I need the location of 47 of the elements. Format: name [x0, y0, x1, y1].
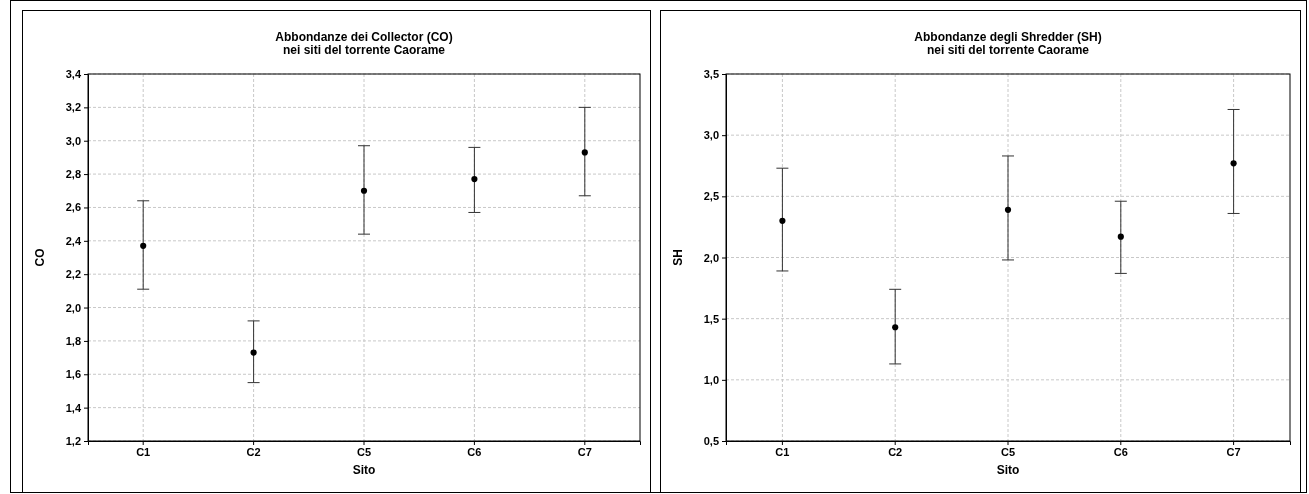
y-tick-label: 1,8 [65, 334, 81, 347]
x-tick-label: C5 [356, 445, 372, 458]
chart-subtitle: nei siti del torrente Caorame [282, 43, 446, 57]
point [250, 349, 257, 356]
chart-subtitle: nei siti del torrente Caorame [926, 43, 1090, 57]
y-tick-label: 2,8 [65, 168, 81, 181]
chart-title: Abbondanze degli Shredder (SH) [914, 30, 1102, 44]
x-tick-label: C1 [775, 445, 790, 458]
y-tick-label: 3,2 [65, 101, 81, 114]
y-tick-label: 3,0 [65, 134, 81, 147]
y-tick-label: 3,5 [703, 68, 719, 81]
x-tick-label: C6 [1113, 445, 1128, 458]
x-tick-label: C2 [246, 445, 261, 458]
y-tick-label: 1,2 [65, 435, 81, 448]
y-tick-label: 2,0 [703, 251, 719, 264]
chart-title: Abbondanze dei Collector (CO) [275, 30, 453, 44]
point [779, 217, 786, 224]
y-tick-label: 2,4 [65, 234, 82, 247]
y-tick-label: 2,0 [65, 301, 81, 314]
x-tick-label: C2 [888, 445, 903, 458]
y-tick-label: 1,4 [65, 401, 82, 414]
x-tick-label: C5 [1000, 445, 1016, 458]
y-tick-label: 3,0 [703, 129, 719, 142]
point [581, 149, 588, 156]
point [1230, 160, 1237, 167]
y-tick-label: 1,5 [703, 312, 719, 325]
y-tick-label: 2,6 [65, 201, 81, 214]
point [140, 242, 147, 249]
y-tick-label: 1,6 [65, 368, 81, 381]
x-tick-label: C7 [1226, 445, 1241, 458]
x-tick-label: C7 [577, 445, 592, 458]
x-tick-label: C6 [467, 445, 482, 458]
y-axis-title: SH [671, 249, 685, 266]
point [1117, 233, 1124, 240]
x-tick-label: C1 [136, 445, 151, 458]
x-axis-title: Sito [996, 463, 1020, 477]
y-tick-label: 3,4 [65, 68, 82, 81]
y-tick-label: 0,5 [703, 435, 719, 448]
point [471, 176, 478, 183]
y-axis-title: CO [33, 248, 47, 267]
point [1004, 206, 1012, 213]
x-axis-title: Sito [352, 463, 376, 477]
point [360, 187, 368, 194]
point [892, 324, 899, 331]
y-tick-label: 2,2 [65, 268, 81, 281]
y-tick-label: 1,0 [703, 373, 719, 386]
y-tick-label: 2,5 [703, 190, 719, 203]
